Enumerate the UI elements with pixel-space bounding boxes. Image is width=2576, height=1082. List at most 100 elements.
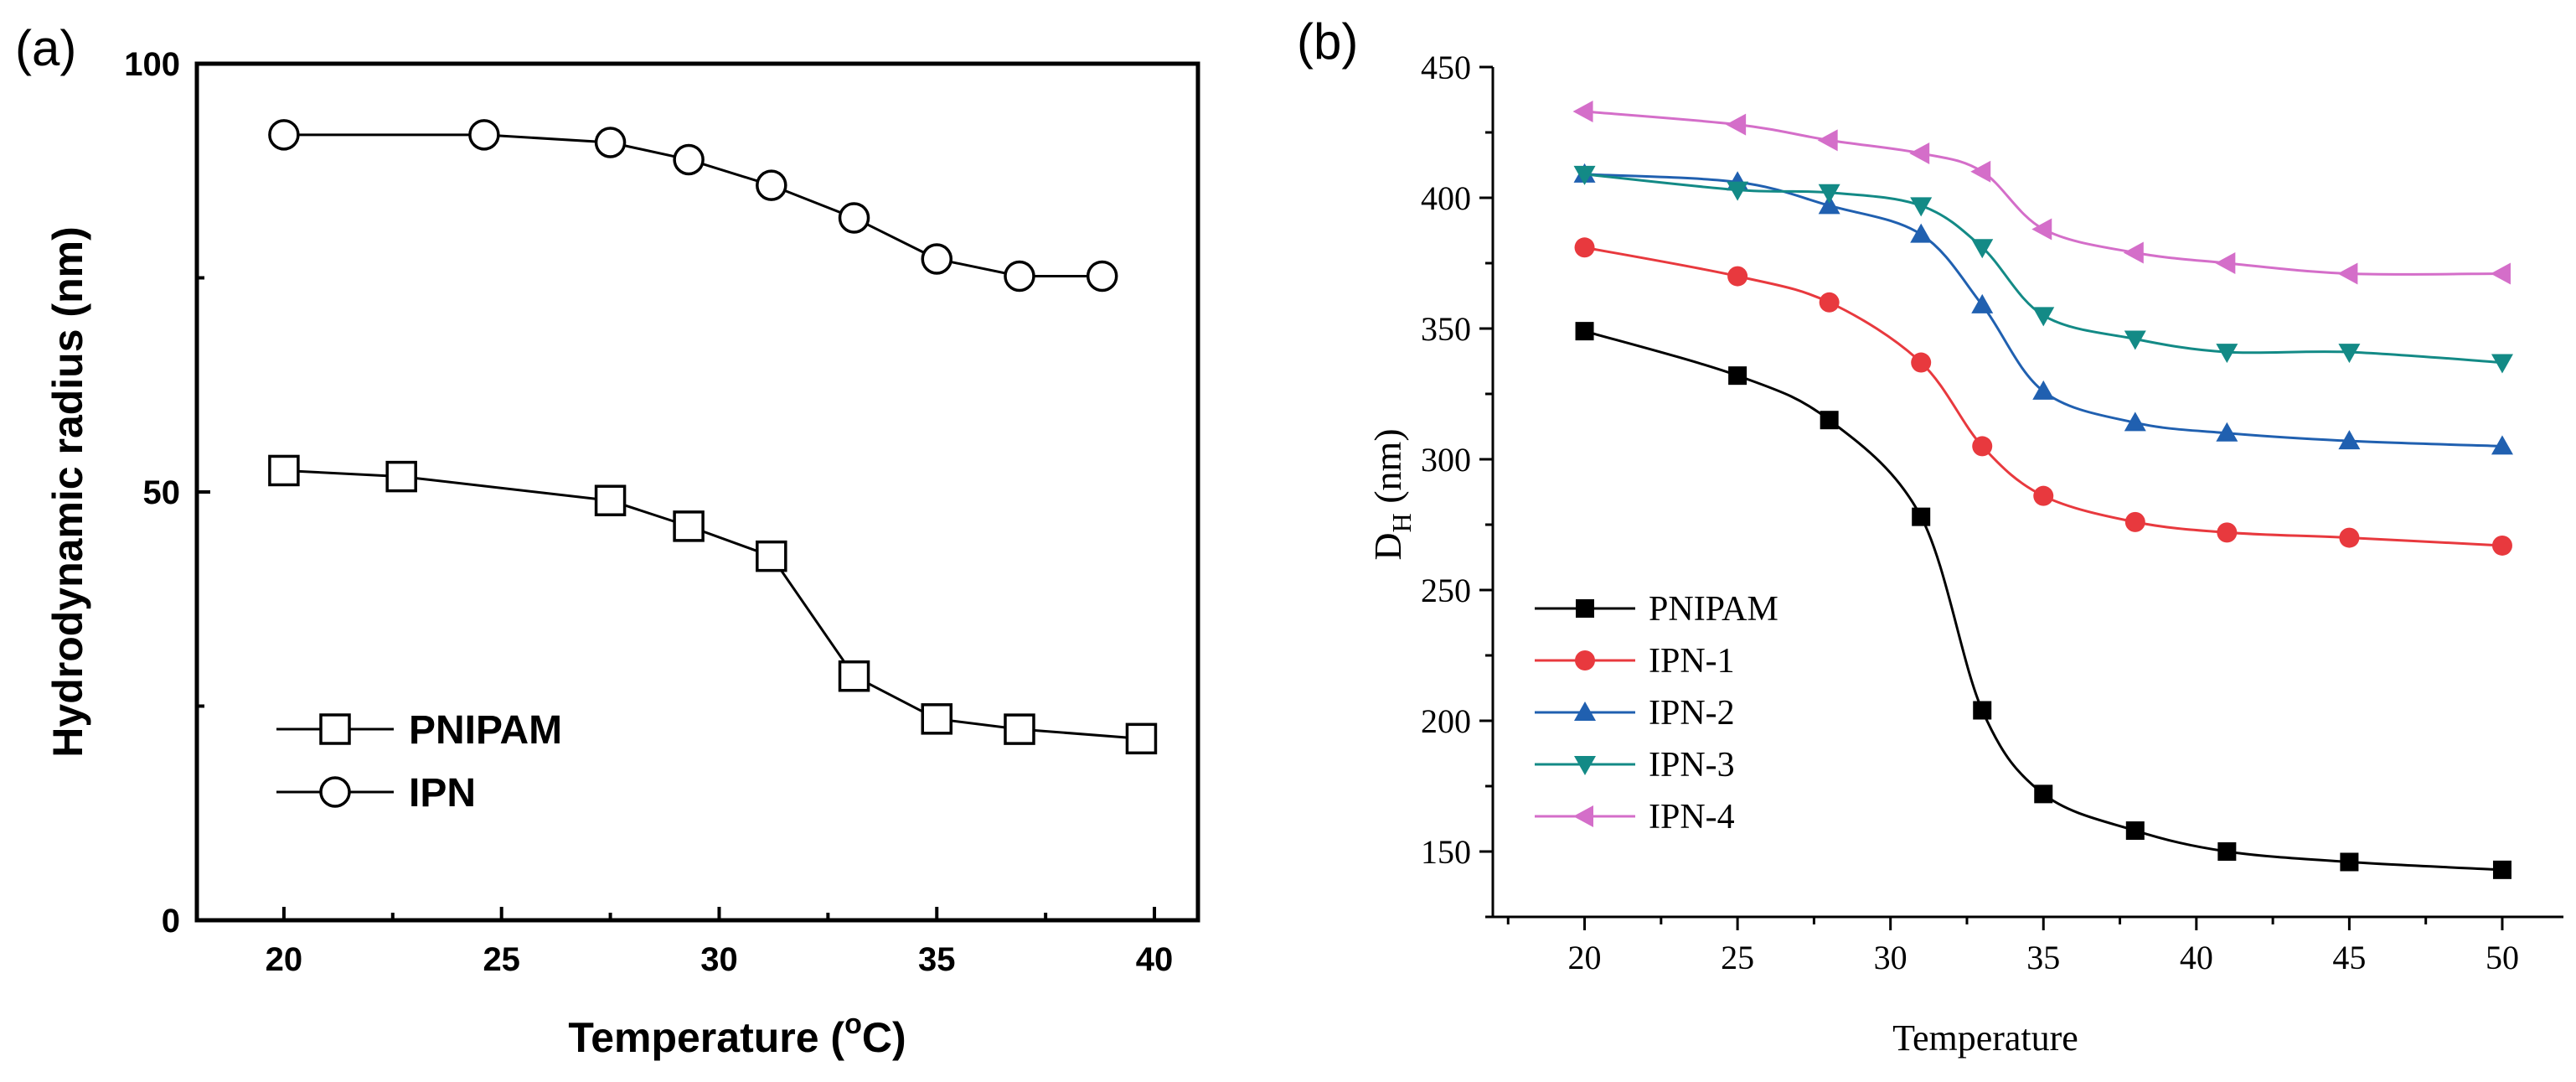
x-tick-label: 20	[266, 941, 303, 978]
series-line-ipn-1	[1584, 246, 2503, 547]
legend-label-ipn-1: IPN-1	[1649, 642, 1735, 681]
legend-marker-ipn-2	[1574, 701, 1596, 721]
x-tick-label: 40	[1136, 941, 1174, 978]
data-point-ipn-4	[2215, 252, 2236, 274]
data-point-pnipam	[1004, 713, 1035, 745]
data-point-pnipam	[921, 703, 953, 735]
legend-label-ipn: IPN	[409, 771, 476, 815]
data-point-ipn-1	[1972, 436, 1993, 457]
data-point-ipn	[268, 119, 300, 151]
x-tick-label: 25	[483, 941, 520, 978]
data-point-ipn-3	[2338, 344, 2361, 364]
legend-marker-ipn-3	[1574, 756, 1596, 775]
y-tick-label: 300	[1421, 441, 1471, 479]
data-point-pnipam	[1912, 507, 1931, 526]
data-point-ipn-2	[2124, 412, 2146, 432]
data-point-ipn-4	[1817, 129, 1838, 152]
panel-a-label: (a)	[15, 20, 76, 76]
panel-b-series	[1572, 101, 2513, 879]
panel-b-legend: PNIPAM IPN-1 IPN-2 IPN-3 IPN-4	[1535, 590, 1778, 836]
data-point-ipn-3	[2032, 307, 2055, 327]
data-point-ipn-4	[1970, 160, 1991, 183]
legend-label-ipn-4: IPN-4	[1649, 798, 1735, 836]
legend-marker-pnipam	[319, 713, 351, 745]
data-point-ipn-4	[1572, 101, 1593, 123]
data-point-ipn-2	[2338, 430, 2361, 450]
data-point-ipn-1	[2491, 535, 2512, 556]
x-tick-label: 45	[2332, 939, 2366, 976]
panel-a-legend: PNIPAM IPN	[276, 708, 562, 815]
data-point-ipn-3	[1573, 165, 1596, 185]
data-point-ipn	[1004, 260, 1035, 293]
legend-marker-ipn-4	[1573, 805, 1593, 827]
x-tick-label: 25	[1721, 939, 1754, 976]
series-line-pnipam	[1584, 329, 2503, 872]
data-point-pnipam	[2340, 852, 2359, 872]
data-point-ipn-1	[2124, 511, 2145, 532]
y-tick-label: 350	[1421, 310, 1471, 348]
legend-marker-ipn-1	[1575, 650, 1595, 670]
data-point-ipn-2	[2491, 435, 2513, 455]
legend-label-pnipam: PNIPAM	[1649, 590, 1778, 629]
series-line-ipn-4	[1584, 110, 2502, 276]
data-point-pnipam	[268, 454, 300, 487]
data-point-ipn	[838, 202, 870, 234]
data-point-ipn-3	[2216, 344, 2238, 364]
legend-label-ipn-2: IPN-2	[1649, 694, 1735, 733]
data-point-ipn-4	[1909, 142, 1930, 164]
y-tick-label: 200	[1421, 702, 1471, 740]
x-tick-label: 20	[1568, 939, 1602, 976]
data-point-ipn	[921, 243, 953, 275]
panel-b-y-axis-label: DH (nm)	[1366, 428, 1417, 560]
panel-b-label: (b)	[1297, 13, 1358, 70]
panel-b-tick-labels: 20 25 30 35 40 45 50 150 200 250 300 350 400 450	[1421, 49, 2519, 976]
data-point-ipn	[756, 169, 787, 201]
y-tick-label: 100	[124, 46, 180, 83]
data-point-ipn-2	[2216, 422, 2238, 442]
panel-a-x-axis-label: Temperature (oC)	[568, 1008, 906, 1061]
data-point-ipn-3	[1971, 239, 1994, 259]
panel-b-axes	[1491, 67, 2563, 919]
series-line-ipn-3	[1584, 173, 2503, 365]
data-point-ipn-4	[2123, 241, 2144, 264]
panel-a-y-axis-label: Hydrodynamic radius (nm)	[44, 226, 91, 757]
legend-marker-pnipam	[1576, 599, 1594, 618]
series-line-pnipam	[283, 469, 1142, 740]
x-tick-label: 30	[1874, 939, 1907, 976]
data-point-ipn-3	[2491, 354, 2513, 374]
data-point-ipn-4	[2337, 262, 2358, 285]
data-point-ipn-2	[2032, 380, 2055, 400]
data-point-ipn-3	[1727, 181, 1749, 201]
data-point-pnipam	[756, 540, 787, 572]
legend-label-pnipam: PNIPAM	[409, 708, 562, 753]
data-point-pnipam	[2492, 860, 2511, 879]
data-point-ipn-2	[1818, 194, 1840, 215]
data-point-ipn	[673, 143, 705, 176]
data-point-ipn-4	[2031, 218, 2052, 241]
x-tick-label: 50	[2486, 939, 2519, 976]
y-tick-label: 150	[1421, 833, 1471, 871]
panel-a-series	[268, 119, 1158, 755]
x-tick-label: 35	[2026, 939, 2060, 976]
x-tick-label: 35	[918, 941, 956, 978]
data-point-pnipam	[594, 484, 627, 516]
panel-b: (b) 20 25 30 35 40 45 50150200250300350400450 …	[1297, 13, 2563, 1059]
data-point-ipn	[594, 127, 627, 158]
data-point-ipn-2	[1910, 223, 1933, 243]
data-point-pnipam	[2034, 784, 2053, 804]
data-point-ipn-1	[1727, 266, 1748, 287]
x-tick-label: 30	[700, 941, 738, 978]
data-point-ipn-2	[1971, 293, 1994, 313]
y-tick-label: 450	[1421, 49, 1471, 86]
y-tick-label: 50	[143, 474, 181, 511]
legend-label-ipn-3: IPN-3	[1649, 746, 1735, 784]
data-point-ipn-1	[2339, 527, 2360, 548]
data-point-ipn-4	[2490, 262, 2511, 285]
panel-a-ticks	[197, 62, 1157, 922]
data-point-ipn-3	[2124, 330, 2146, 350]
x-tick-label: 40	[2180, 939, 2213, 976]
data-point-pnipam	[1820, 411, 1839, 430]
data-point-pnipam	[1728, 366, 1747, 386]
data-point-ipn-1	[1574, 237, 1595, 258]
